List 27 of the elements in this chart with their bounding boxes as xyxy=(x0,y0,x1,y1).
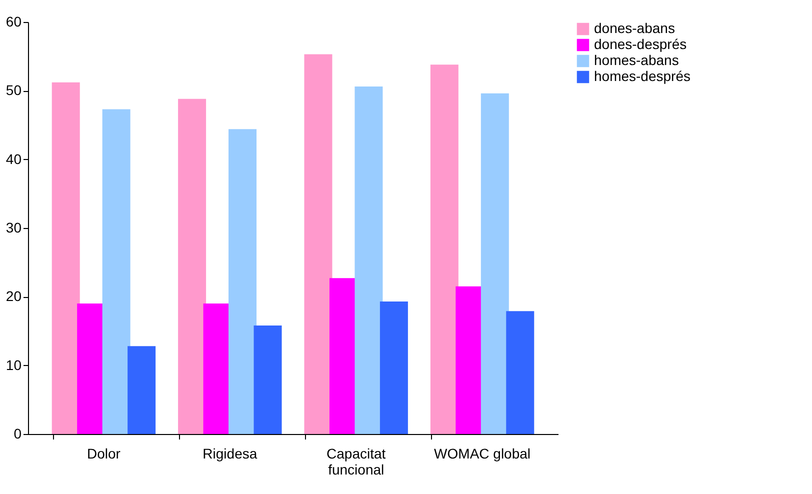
bar xyxy=(102,109,130,434)
y-tick-label: 20 xyxy=(6,288,22,304)
bar xyxy=(430,64,458,434)
y-tick-label: 60 xyxy=(6,14,22,30)
bar xyxy=(480,93,509,434)
legend-label: dones-abans xyxy=(594,20,675,36)
legend-label: homes-després xyxy=(594,68,690,84)
bar xyxy=(52,82,80,434)
bar xyxy=(128,346,156,434)
y-tick-label: 10 xyxy=(6,356,22,373)
x-tick-label: Rigidesa xyxy=(202,446,258,462)
bar xyxy=(178,98,206,434)
legend-label: homes-abans xyxy=(594,52,679,68)
y-tick-label: 0 xyxy=(14,426,22,442)
bar xyxy=(354,86,383,434)
bar xyxy=(304,54,332,434)
y-tick-label: 30 xyxy=(6,220,22,236)
y-tick-label: 50 xyxy=(6,82,22,98)
x-tick-label: WOMAC global xyxy=(434,446,531,462)
bar xyxy=(506,311,534,434)
bar xyxy=(228,129,257,434)
x-tick-label: Capacitat funcional xyxy=(326,446,386,478)
x-tick-label: Dolor xyxy=(86,446,121,462)
bar xyxy=(380,301,408,434)
y-tick-label: 40 xyxy=(6,150,22,167)
bar xyxy=(254,326,282,434)
legend-label: dones-després xyxy=(594,36,687,52)
